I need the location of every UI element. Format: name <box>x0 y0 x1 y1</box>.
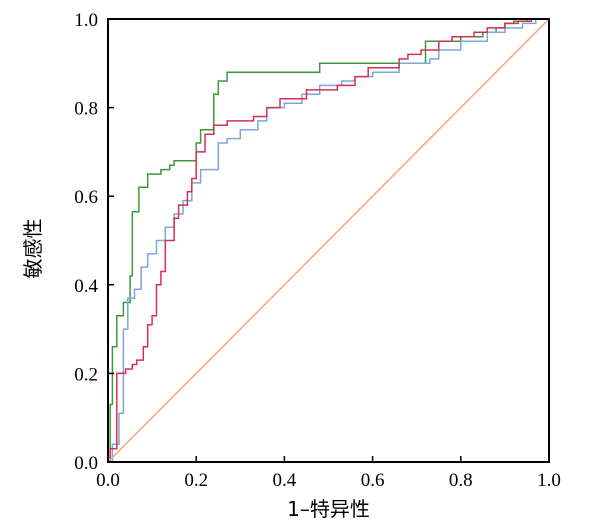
plot-lines <box>107 18 550 463</box>
x-tick-label: 0.6 <box>361 470 385 491</box>
y-tick-label: 0.2 <box>74 364 98 385</box>
x-axis: 0.0 0.2 0.4 0.6 0.8 1.0 <box>96 456 561 491</box>
plot-frame <box>107 18 550 463</box>
x-axis-title: 1–特异性 <box>287 497 370 521</box>
roc-curve-red <box>108 18 549 463</box>
y-tick-label: 0.0 <box>74 453 98 474</box>
y-axis-title: 敏感性 <box>21 219 45 279</box>
roc-curve-blue <box>108 18 549 463</box>
y-tick-label: 0.6 <box>74 187 98 208</box>
reference-diagonal <box>107 18 550 463</box>
x-tick-label: 0.8 <box>449 470 473 491</box>
x-tick-label: 0.2 <box>184 470 208 491</box>
y-tick-label: 1.0 <box>74 10 98 31</box>
y-tick-label: 0.4 <box>74 276 98 297</box>
x-tick-label: 0.4 <box>273 470 297 491</box>
x-tick-label: 0.0 <box>96 470 120 491</box>
y-tick-label: 0.8 <box>74 99 98 120</box>
x-tick-label: 1.0 <box>537 470 561 491</box>
y-axis: 0.0 0.2 0.4 0.6 0.8 1.0 <box>74 10 114 474</box>
